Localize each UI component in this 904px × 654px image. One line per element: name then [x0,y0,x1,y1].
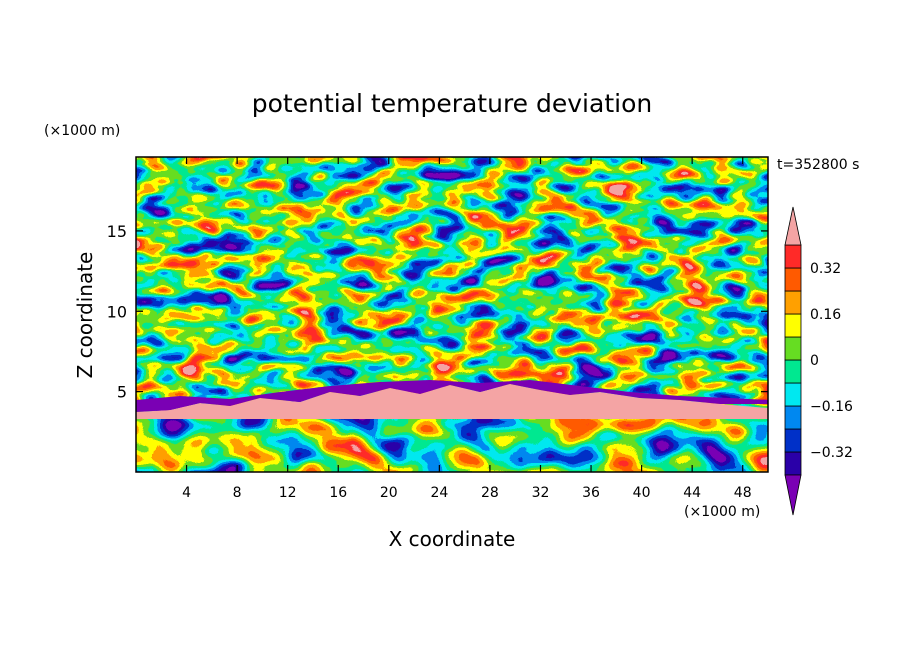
x-tick-label: 48 [734,485,752,501]
inversion-band-lower [136,380,768,412]
colorbar-box [784,267,802,292]
colorbar-label: 0.32 [810,261,841,277]
colorbar-box [784,428,802,453]
x-tick-label: 20 [380,485,398,501]
x-tick-label: 16 [329,485,347,501]
colorbar-box [784,290,802,315]
colorbar-box [784,382,802,407]
colorbar-box [784,313,802,338]
y-tick-label: 10 [107,302,127,321]
x-axis: 4 8 12 16 20 24 28 32 36 40 44 48 [182,157,752,501]
chart-title: potential temperature deviation [252,89,652,118]
colorbar-box [784,336,802,361]
x-tick-label: 4 [182,485,191,501]
colorbar-max-triangle [784,206,802,246]
x-tick-label: 28 [481,485,499,501]
colorbar-label: 0 [810,353,819,369]
y-axis: 5 10 15 [107,222,768,402]
colorbar: 0.32 0.16 0 −0.16 −0.32 [784,206,853,516]
y-axis-label: Z coordinate [73,252,97,379]
x-axis-label: X coordinate [389,527,516,551]
colorbar-label: −0.16 [810,399,853,415]
x-tick-label: 32 [532,485,550,501]
x-tick-label: 8 [233,485,242,501]
field-upper-layer [136,157,768,419]
y-tick-label: 15 [107,222,127,241]
x-tick-label: 40 [633,485,651,501]
colorbar-box [784,405,802,430]
colorbar-label: 0.16 [810,307,841,323]
x-tick-label: 24 [430,485,448,501]
colorbar-box [784,451,802,476]
contour-field [136,157,768,472]
plot-frame [135,156,769,473]
x-tick-label: 44 [683,485,701,501]
x-tick-label: 12 [279,485,297,501]
colorbar-box [784,244,802,269]
colorbar-min-triangle [784,474,802,516]
x-unit-label: (×1000 m) [684,504,760,520]
time-label: t=352800 s [777,157,859,173]
field-lower-layer [136,419,768,472]
colorbar-label: −0.32 [810,445,853,461]
y-tick-label: 5 [117,383,127,402]
inversion-band [136,384,768,419]
y-unit-label: (×1000 m) [44,123,120,139]
colorbar-box [784,359,802,384]
x-tick-label: 36 [582,485,600,501]
